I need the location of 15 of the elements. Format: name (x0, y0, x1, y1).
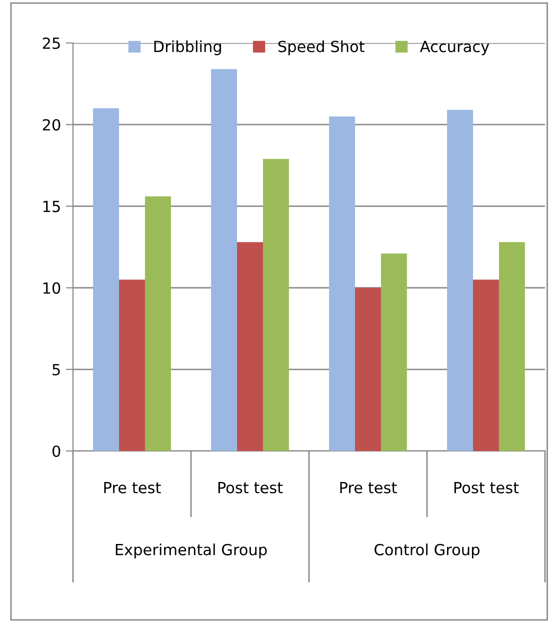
y-tick-label: 5 (52, 364, 60, 376)
x-tick-label: Pre test (104, 482, 161, 494)
legend-label: Accuracy (420, 40, 490, 56)
y-tick-label: 15 (43, 200, 60, 212)
x-tick-label: Post test (218, 482, 283, 494)
y-tick-label: 25 (42, 37, 60, 50)
y-tick-label: 10 (43, 282, 60, 294)
legend-label: Dribbling (154, 40, 221, 56)
text: Experimental Group (116, 544, 267, 558)
text: Control Group (374, 544, 480, 558)
x-tick-label: Post test (454, 482, 519, 494)
legend-label: Speed Shot (278, 40, 364, 56)
y-tick-label: 20 (42, 119, 60, 131)
y-tick-label: 0 (52, 445, 60, 458)
x-tick-label: Pre test (340, 482, 397, 494)
